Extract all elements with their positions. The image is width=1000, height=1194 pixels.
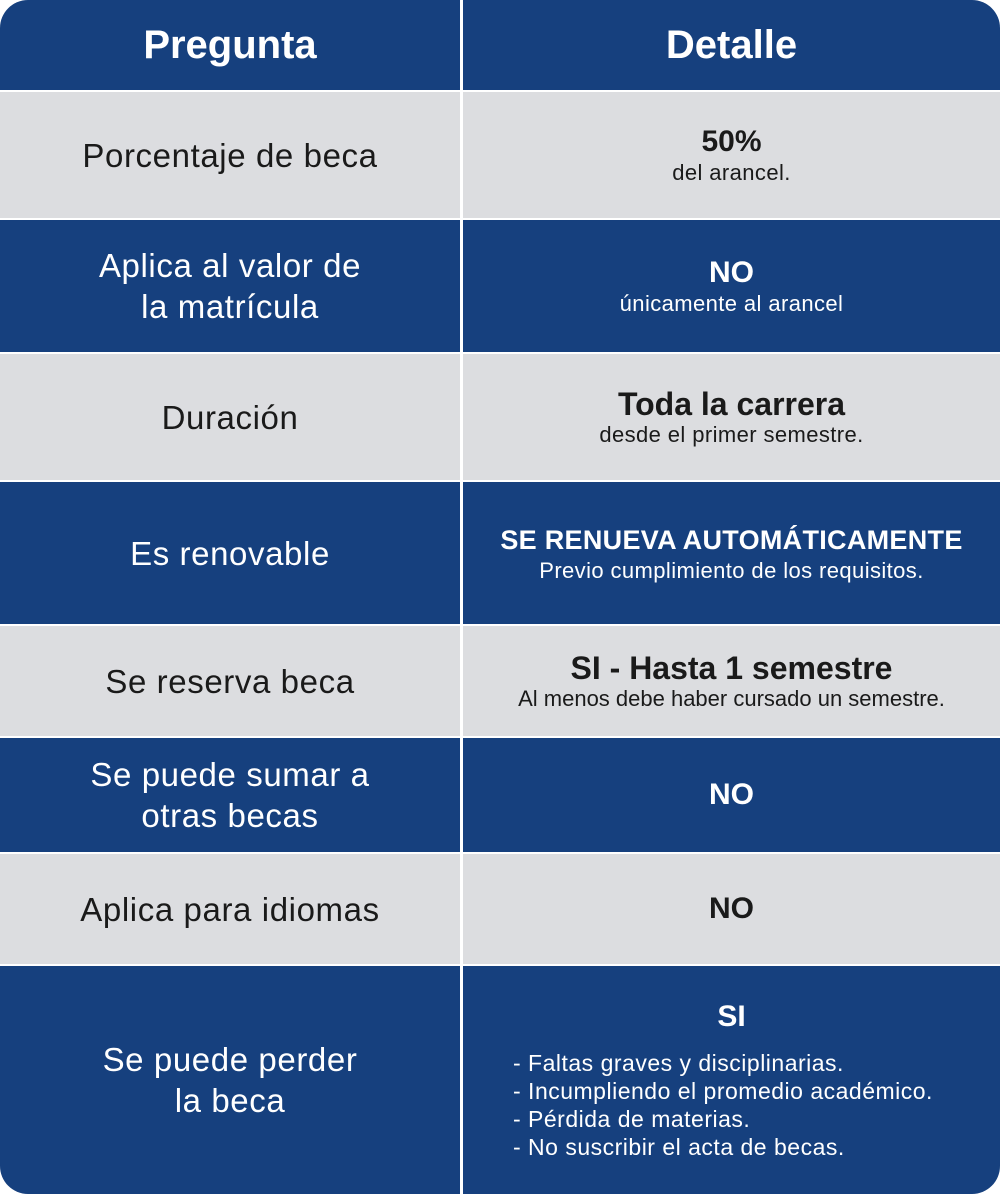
detail-sub: del arancel. <box>672 160 791 185</box>
question-text: la matrícula <box>141 288 319 325</box>
question-cell: Se reserva beca <box>0 626 460 736</box>
detail-cell: NO <box>460 854 1000 964</box>
detail-main: NO <box>709 256 754 289</box>
table-header: Pregunta Detalle <box>0 0 1000 92</box>
table-row: Se reserva beca SI - Hasta 1 semestre Al… <box>0 626 1000 738</box>
detail-cell: NO <box>460 738 1000 852</box>
header-detalle: Detalle <box>460 0 1000 90</box>
question-text: Se reserva beca <box>105 662 355 700</box>
detail-sub: desde el primer semestre. <box>599 422 864 447</box>
detail-cell: 50% del arancel. <box>460 92 1000 218</box>
table-row: Aplica para idiomas NO <box>0 854 1000 966</box>
detail-main: NO <box>709 778 754 811</box>
question-text: Se puede perder <box>102 1041 358 1078</box>
question-text: Duración <box>161 398 299 436</box>
table-row: Porcentaje de beca 50% del arancel. <box>0 92 1000 220</box>
question-cell: Aplica al valor de la matrícula <box>0 220 460 352</box>
detail-main: Toda la carrera <box>617 386 846 422</box>
table-row: Es renovable SE RENUEVA AUTOMÁTICAMENTE … <box>0 482 1000 626</box>
detail-main: 50% <box>701 125 762 158</box>
list-item: - Incumpliendo el promedio académico. <box>513 1078 933 1104</box>
detail-main: SE RENUEVA AUTOMÁTICAMENTE <box>500 525 963 555</box>
question-cell: Se puede sumar a otras becas <box>0 738 460 852</box>
table-row: Se puede sumar a otras becas NO <box>0 738 1000 854</box>
question-text: Se puede sumar a <box>90 756 370 793</box>
header-pregunta: Pregunta <box>143 22 317 67</box>
question-text: Porcentaje de beca <box>82 136 378 174</box>
table-row: Duración Toda la carrera desde el primer… <box>0 354 1000 482</box>
question-text: Aplica al valor de <box>98 247 362 284</box>
table-row: Aplica al valor de la matrícula NO única… <box>0 220 1000 354</box>
detail-cell: SI - Faltas graves y disciplinarias. - I… <box>460 966 1000 1194</box>
detail-cell: NO únicamente al arancel <box>460 220 1000 352</box>
question-cell: Se puede perder la beca <box>0 966 460 1194</box>
loss-reasons-list: - Faltas graves y disciplinarias. - Incu… <box>513 1049 933 1161</box>
question-text: Aplica para idiomas <box>80 890 380 928</box>
detail-cell: SE RENUEVA AUTOMÁTICAMENTE Previo cumpli… <box>460 482 1000 624</box>
question-cell: Porcentaje de beca <box>0 92 460 218</box>
list-item: - Pérdida de materias. <box>513 1106 751 1132</box>
detail-main: NO <box>709 892 754 925</box>
question-cell: Es renovable <box>0 482 460 624</box>
question-text: otras becas <box>141 797 319 834</box>
detail-cell: Toda la carrera desde el primer semestre… <box>460 354 1000 480</box>
question-cell: Aplica para idiomas <box>0 854 460 964</box>
detail-sub: Previo cumplimiento de los requisitos. <box>539 558 924 583</box>
detail-sub: únicamente al arancel <box>619 291 844 316</box>
detail-main: SI <box>717 1000 746 1033</box>
detail-main: SI - Hasta 1 semestre <box>570 650 893 686</box>
list-item: - Faltas graves y disciplinarias. <box>513 1050 844 1076</box>
list-item: - No suscribir el acta de becas. <box>513 1134 845 1160</box>
question-text: la beca <box>174 1082 286 1119</box>
table-row: Se puede perder la beca SI - Faltas grav… <box>0 966 1000 1194</box>
detail-sub: Al menos debe haber cursado un semestre. <box>518 686 945 711</box>
detail-cell: SI - Hasta 1 semestre Al menos debe habe… <box>460 626 1000 736</box>
question-text: Es renovable <box>130 534 330 572</box>
question-cell: Duración <box>0 354 460 480</box>
